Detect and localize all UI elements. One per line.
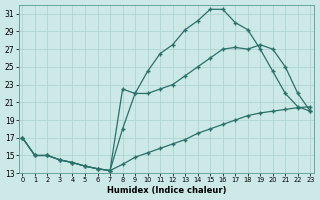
X-axis label: Humidex (Indice chaleur): Humidex (Indice chaleur) <box>107 186 226 195</box>
